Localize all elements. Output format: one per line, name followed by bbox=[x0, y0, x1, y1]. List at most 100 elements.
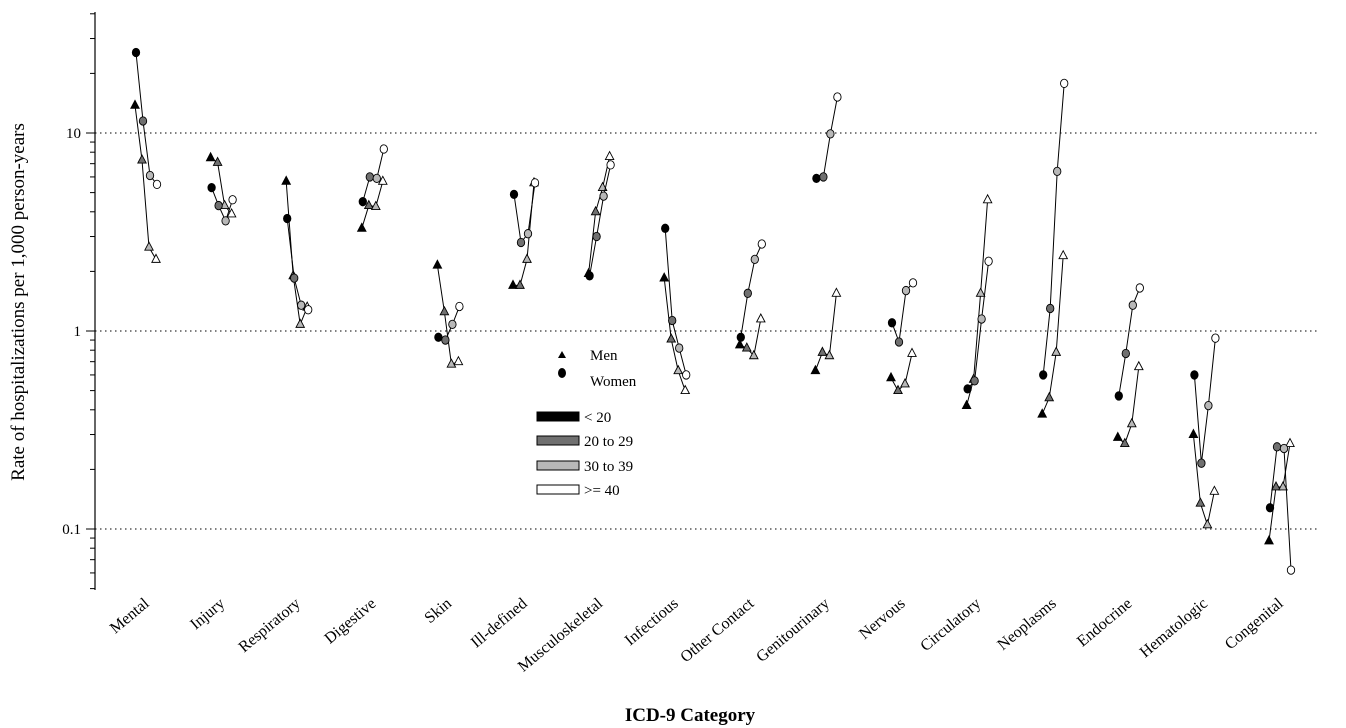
men-data-point bbox=[982, 193, 993, 204]
women-data-point bbox=[1272, 442, 1282, 452]
men-series-line bbox=[1268, 443, 1291, 542]
women-data-point bbox=[455, 301, 464, 312]
women-data-point bbox=[283, 213, 292, 224]
women-data-point bbox=[1053, 166, 1062, 177]
women-data-point bbox=[228, 195, 237, 205]
women-data-point bbox=[1279, 443, 1289, 454]
x-category-label: Digestive bbox=[321, 595, 379, 647]
x-category-label: Skin bbox=[422, 595, 455, 627]
x-category-label: Other Contact bbox=[677, 595, 757, 666]
legend-age-20-29-label: 20 to 29 bbox=[584, 434, 633, 450]
x-category-label: Infectious bbox=[622, 595, 682, 649]
legend-age-30-39-label: 30 to 39 bbox=[584, 459, 633, 475]
women-data-point bbox=[977, 314, 986, 324]
legend-circle-marker bbox=[558, 368, 566, 378]
women-data-point bbox=[743, 288, 752, 298]
x-category-label: Mental bbox=[107, 595, 153, 638]
women-series-line bbox=[891, 282, 914, 343]
men-data-point bbox=[212, 156, 223, 166]
men-series-line bbox=[361, 181, 384, 229]
men-data-point bbox=[597, 181, 608, 192]
women-data-point bbox=[887, 318, 897, 328]
men-data-point bbox=[900, 378, 910, 388]
legend: Men Women < 20 20 to 29 30 to 39 >= 40 bbox=[536, 348, 637, 499]
men-series-line bbox=[588, 156, 611, 274]
women-data-point bbox=[894, 337, 904, 347]
women-data-point bbox=[833, 92, 842, 102]
men-data-point bbox=[144, 241, 154, 251]
men-data-point bbox=[205, 151, 216, 162]
women-series-line bbox=[1042, 83, 1065, 375]
men-data-point bbox=[1285, 437, 1295, 448]
men-data-point bbox=[137, 154, 147, 164]
women-series-line bbox=[740, 243, 763, 338]
men-data-point bbox=[975, 287, 986, 297]
men-data-point bbox=[226, 208, 237, 218]
women-data-point bbox=[592, 231, 601, 242]
women-data-point bbox=[819, 172, 828, 182]
men-data-point bbox=[886, 371, 896, 382]
women-data-point bbox=[1265, 503, 1275, 513]
men-data-point bbox=[817, 346, 828, 356]
women-data-point bbox=[908, 278, 918, 288]
men-data-point bbox=[1133, 360, 1144, 371]
women-data-point bbox=[963, 384, 972, 394]
women-data-point bbox=[1039, 370, 1048, 380]
men-data-point bbox=[755, 313, 766, 323]
x-category-label: Endocrine bbox=[1074, 595, 1135, 650]
men-data-point bbox=[1058, 249, 1069, 260]
men-series-line bbox=[285, 181, 308, 327]
men-data-point bbox=[1119, 437, 1130, 448]
men-series-line bbox=[1192, 434, 1215, 527]
women-data-point bbox=[131, 47, 141, 58]
women-data-point bbox=[1204, 400, 1213, 411]
women-data-point bbox=[1128, 300, 1137, 310]
women-data-point bbox=[901, 285, 911, 296]
men-data-point bbox=[748, 349, 759, 360]
women-data-point bbox=[668, 315, 677, 326]
women-data-point bbox=[599, 191, 608, 201]
women-data-point bbox=[675, 343, 684, 353]
women-data-point bbox=[523, 229, 533, 239]
legend-age-under-20-label: < 20 bbox=[584, 410, 611, 426]
women-data-point bbox=[530, 178, 540, 188]
women-series-line bbox=[967, 261, 990, 390]
women-data-point bbox=[1060, 78, 1069, 89]
men-data-point bbox=[680, 384, 691, 395]
women-data-point bbox=[509, 189, 519, 199]
y-ticks: 0.1 1 10 bbox=[62, 13, 95, 590]
men-data-point bbox=[741, 342, 752, 352]
women-series-line bbox=[135, 52, 158, 185]
women-data-point bbox=[1114, 391, 1123, 401]
women-data-point bbox=[984, 256, 993, 266]
men-data-point bbox=[734, 339, 745, 349]
women-data-point bbox=[448, 319, 457, 330]
y-tick-label: 10 bbox=[66, 126, 81, 142]
men-data-point bbox=[810, 364, 821, 375]
legend-swatch-20-29 bbox=[536, 435, 580, 446]
men-data-point bbox=[1202, 518, 1213, 529]
men-data-point bbox=[1044, 391, 1055, 402]
women-data-point bbox=[304, 305, 313, 315]
women-series-line bbox=[816, 96, 838, 179]
x-category-label: Genitourinary bbox=[753, 595, 833, 666]
x-category-label: Hematologic bbox=[1137, 595, 1211, 661]
women-data-point bbox=[826, 129, 835, 139]
men-series-line bbox=[1041, 255, 1064, 415]
men-data-point bbox=[590, 205, 601, 216]
men-data-point bbox=[446, 358, 457, 368]
y-tick-label: 1 bbox=[74, 324, 82, 340]
men-data-point bbox=[439, 305, 450, 316]
men-data-point bbox=[604, 150, 615, 161]
legend-women-label: Women bbox=[590, 374, 637, 390]
x-category-label: Ill-defined bbox=[468, 595, 531, 651]
women-data-point bbox=[585, 271, 594, 281]
legend-triangle-marker bbox=[558, 351, 566, 358]
men-series-line bbox=[1117, 366, 1140, 445]
women-data-point bbox=[1046, 303, 1055, 314]
women-data-point bbox=[365, 172, 374, 182]
men-data-point bbox=[370, 200, 381, 211]
men-data-point bbox=[295, 318, 306, 328]
x-category-label: Circulatory bbox=[917, 595, 984, 655]
men-data-point bbox=[1037, 408, 1048, 418]
